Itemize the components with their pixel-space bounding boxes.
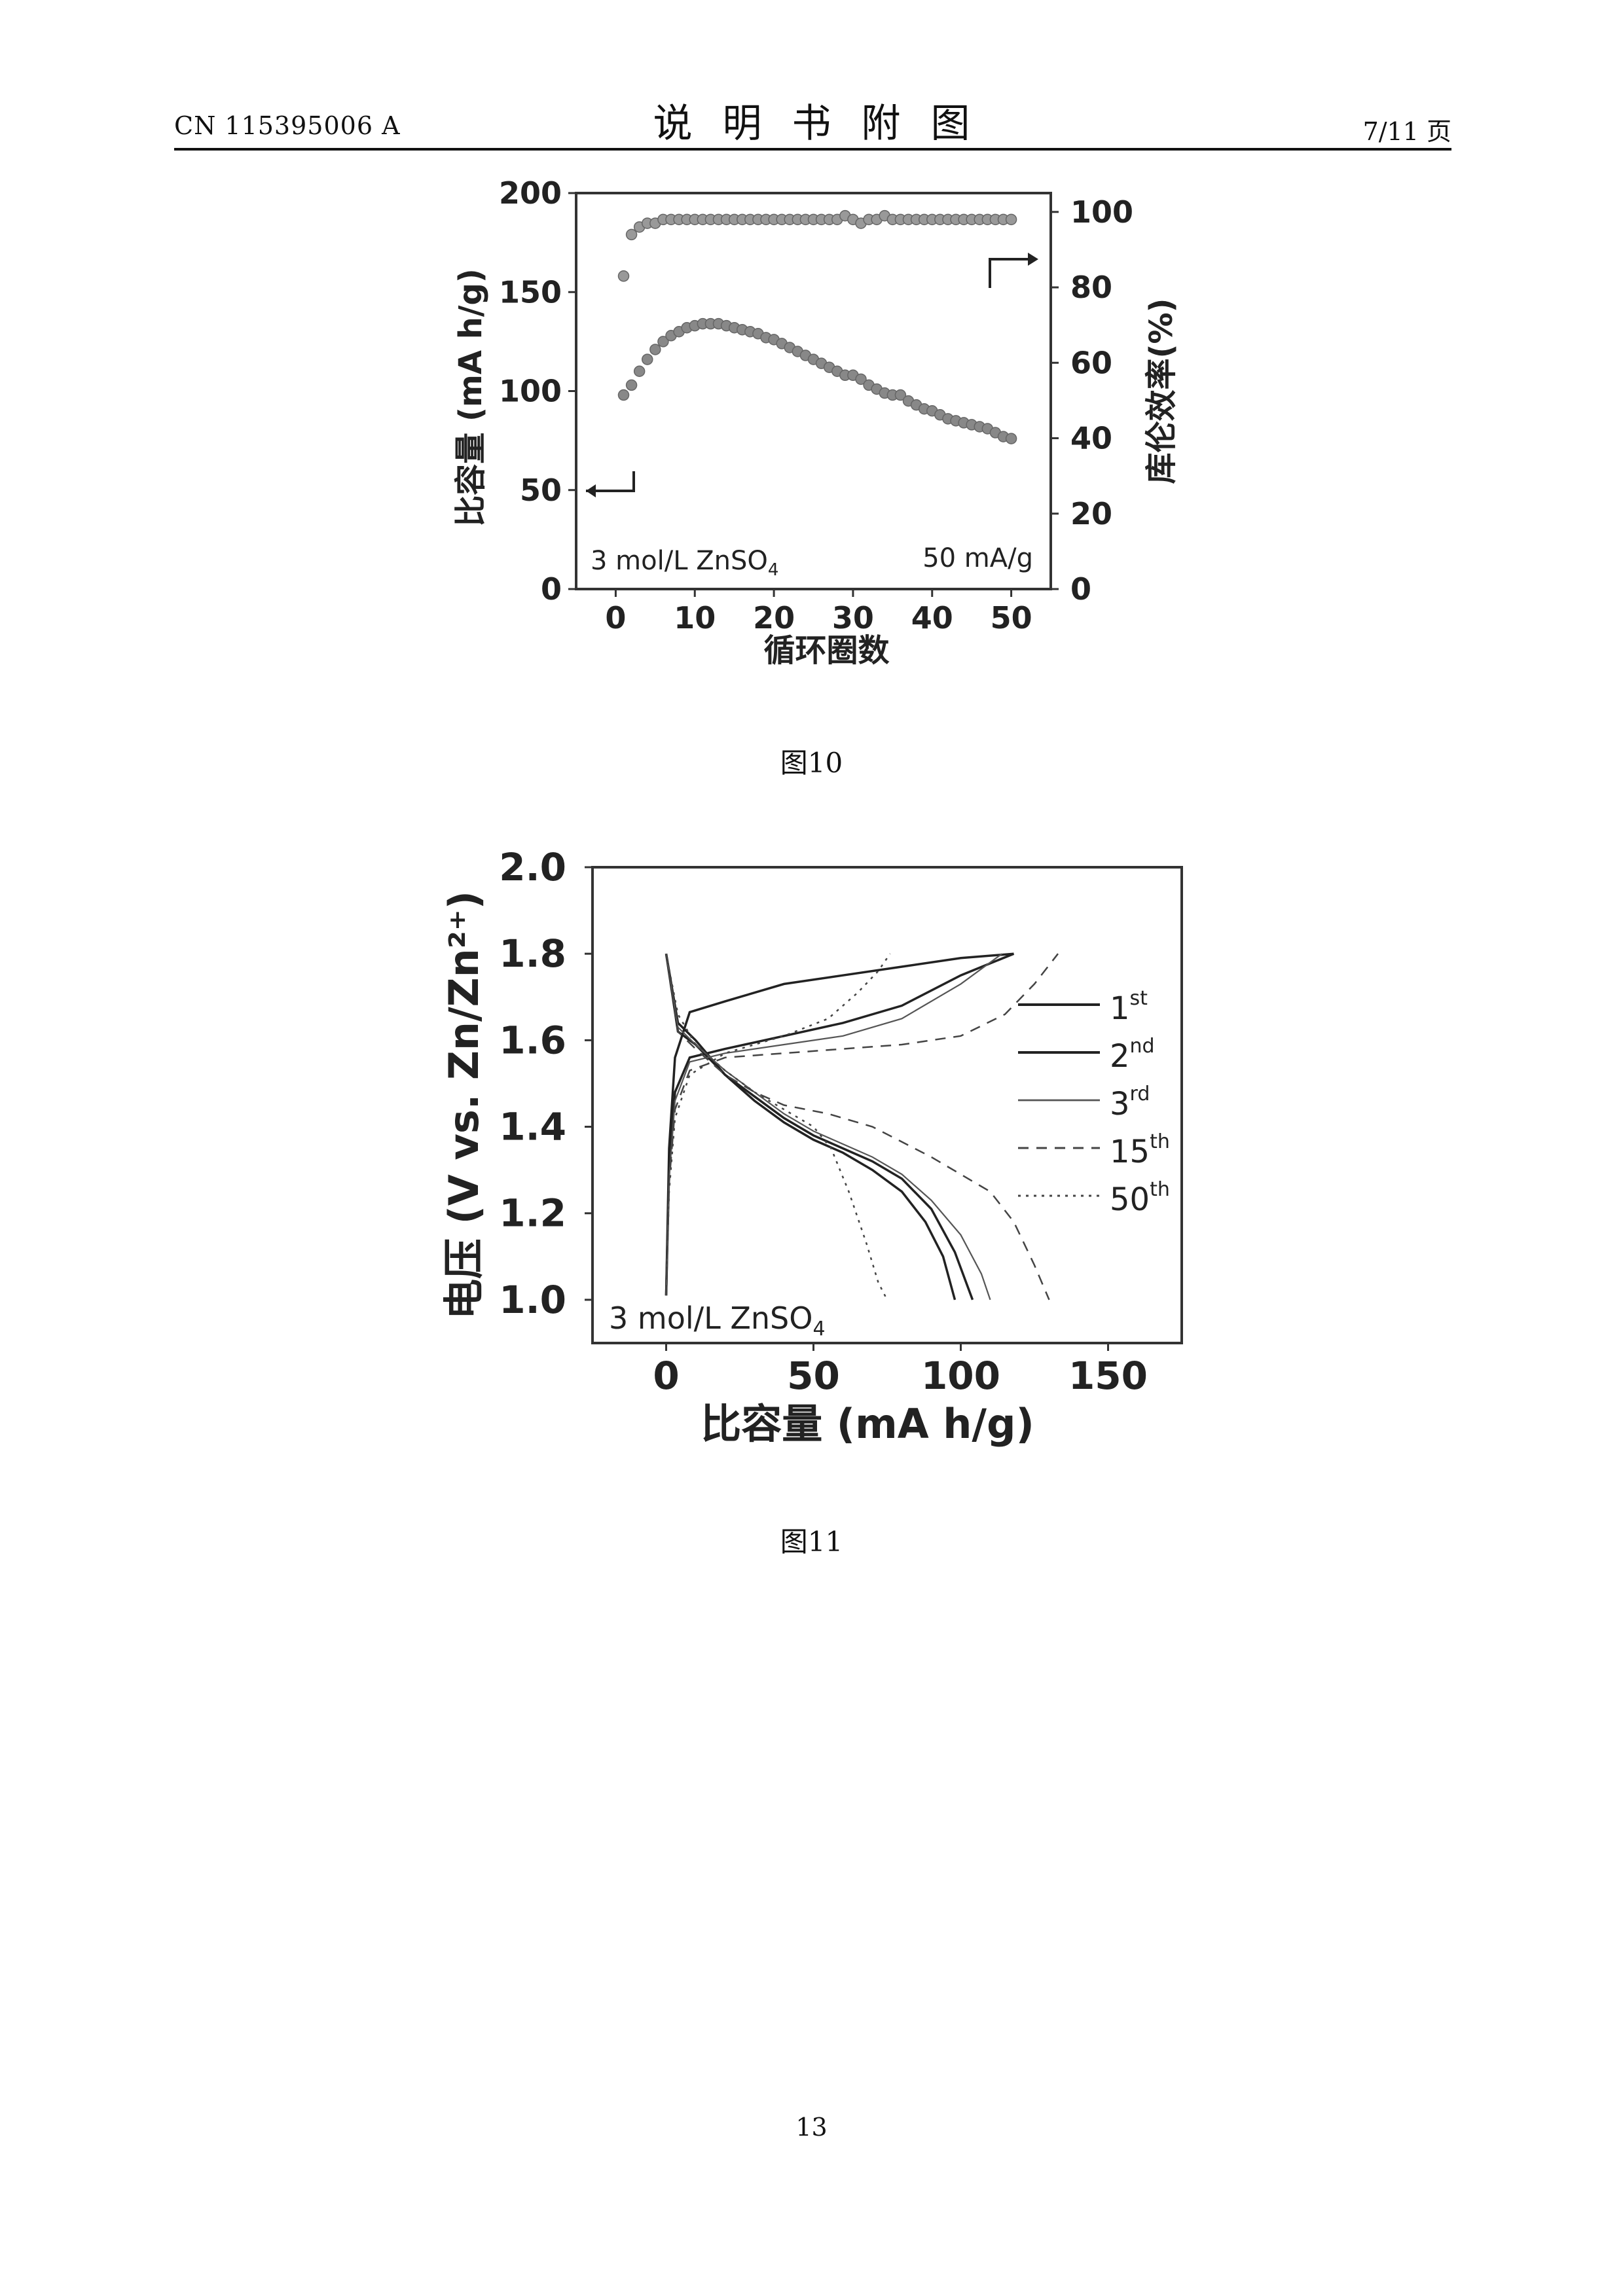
figure-10-caption: 图10 (780, 747, 843, 779)
x-tick-label: 10 (674, 600, 716, 636)
x-tick-label: 40 (911, 600, 953, 636)
x-tick-label: 30 (832, 600, 874, 636)
legend-label-3rd: 3rd (1110, 1083, 1150, 1122)
section-title: 说明书附图 (653, 101, 1000, 147)
right-axis-arrow (989, 258, 1029, 288)
efficiency-point (1005, 213, 1017, 226)
x-tick-label: 150 (1068, 1354, 1148, 1398)
left-axis-arrow (586, 471, 635, 492)
y-right-tick-label: 80 (1070, 270, 1112, 305)
y-axis-title: 电压 (V vs. Zn/Zn²⁺) (440, 891, 488, 1319)
y-right-tick-label: 20 (1070, 496, 1112, 531)
y-right-tick-label: 100 (1070, 194, 1133, 230)
x-tick-label: 0 (605, 600, 626, 636)
plot-frame (575, 192, 1052, 590)
x-tick-label: 50 (991, 600, 1032, 636)
legend-label-1st: 1st (1110, 987, 1148, 1027)
x-tick-label: 50 (787, 1354, 840, 1398)
x-axis-title: 循环圈数 (763, 632, 889, 669)
x-tick-label: 20 (753, 600, 795, 636)
y-right-tick-label: 0 (1070, 571, 1091, 607)
header-rule (174, 148, 1451, 151)
current-density-label: 50 mA/g (922, 543, 1033, 573)
right-axis-arrowhead (1028, 253, 1038, 266)
y-tick-label: 100 (499, 374, 562, 409)
page-number: 13 (795, 2113, 828, 2142)
charge-curve-1st (665, 952, 1014, 1296)
page-count: 7/11 页 (1362, 117, 1451, 146)
capacity-point (617, 389, 630, 401)
capacity-point (855, 373, 867, 386)
electrolyte-label: 3 mol/L ZnSO4 (591, 546, 778, 580)
efficiency-point (625, 228, 638, 241)
legend-label-2nd: 2nd (1110, 1035, 1155, 1075)
electrolyte-label: 3 mol/L ZnSO4 (609, 1300, 825, 1340)
y-tick-label: 1.6 (499, 1018, 566, 1062)
y-tick-label: 1.2 (499, 1191, 566, 1236)
capacity-point (633, 365, 646, 377)
figure-10-chart: 0 10 20 30 40 50 0 50 100 150 200 0 20 40 60 80 100 循环圈数 比… (452, 175, 1180, 669)
figure-11-chart: 0 50 100 150 1.0 1.2 1.4 1.6 1.8 2.0 比容量 (mA h/g) 电… (440, 845, 1183, 1448)
y-right-tick-label: 40 (1070, 421, 1112, 456)
capacity-point (625, 379, 638, 391)
figure-11-caption: 图11 (780, 1526, 843, 1558)
legend-label-15th: 15th (1110, 1130, 1170, 1170)
left-axis-arrowhead (586, 484, 596, 497)
capacity-point (894, 389, 907, 401)
y-right-axis-title: 库伦效率(%) (1143, 298, 1180, 484)
charge-curve-2nd (665, 952, 1015, 1296)
discharge-curve-15th (665, 954, 1050, 1300)
charge-curve-15th (665, 953, 1059, 1296)
capacity-point (1005, 433, 1017, 444)
x-axis-title: 比容量 (mA h/g) (701, 1400, 1034, 1448)
y-tick-label: 0 (541, 571, 562, 607)
capacity-point (649, 344, 661, 355)
y-tick-label: 200 (499, 175, 562, 211)
y-tick-label: 150 (499, 274, 562, 310)
charge-curve-50th (665, 953, 891, 1296)
discharge-curve-50th (665, 953, 888, 1300)
y-tick-label: 1.8 (499, 931, 566, 976)
y-tick-label: 2.0 (499, 845, 566, 889)
y-tick-label: 1.4 (499, 1105, 566, 1149)
patent-number: CN 115395006 A (174, 111, 401, 140)
x-tick-label: 100 (921, 1354, 1000, 1398)
y-right-tick-label: 60 (1070, 345, 1112, 380)
plot-frame (591, 866, 1183, 1344)
legend-label-50th: 50th (1110, 1178, 1170, 1218)
capacity-point (642, 353, 653, 365)
y-tick-label: 50 (520, 473, 562, 508)
y-axis-title: 比容量 (mA h/g) (452, 268, 489, 527)
x-tick-label: 0 (653, 1354, 679, 1398)
discharge-curve-1st (665, 953, 957, 1300)
capacity-point (657, 336, 669, 348)
y-tick-label: 1.0 (499, 1278, 566, 1322)
efficiency-point (617, 270, 630, 282)
